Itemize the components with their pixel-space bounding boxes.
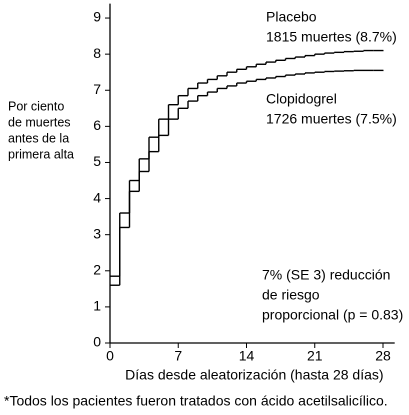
- y-tick-label: 9: [93, 9, 101, 25]
- y-tick-label: 3: [93, 225, 101, 241]
- y-axis-label: primera alta: [8, 147, 74, 161]
- x-tick-label: 21: [307, 348, 323, 364]
- y-tick-label: 0: [93, 334, 101, 350]
- annotation: de riesgo: [262, 287, 320, 303]
- annotation: proporcional (p = 0.83): [262, 307, 403, 323]
- x-tick-label: 14: [239, 348, 255, 364]
- annotation: 7% (SE 3) reducción: [262, 267, 390, 283]
- series-note: 1726 muertes (7.5%): [266, 111, 397, 127]
- series-label: Clopidogrel: [266, 91, 337, 107]
- x-tick-label: 7: [174, 348, 182, 364]
- y-tick-label: 7: [93, 81, 101, 97]
- x-axis-label: Días desde aleatorización (hasta 28 días…: [125, 367, 383, 383]
- series-note: 1815 muertes (8.7%): [266, 29, 397, 45]
- y-tick-label: 8: [93, 45, 101, 61]
- y-axis-label: Por ciento: [8, 99, 64, 113]
- y-tick-label: 6: [93, 117, 101, 133]
- y-axis-label: antes de la: [8, 131, 69, 145]
- y-tick-label: 2: [93, 261, 101, 277]
- y-tick-label: 1: [93, 298, 101, 314]
- series-label: Placebo: [266, 9, 317, 25]
- x-tick-label: 0: [106, 348, 114, 364]
- x-tick-label: 28: [375, 348, 391, 364]
- y-tick-label: 4: [93, 189, 101, 205]
- y-axis-label: de muertes: [8, 115, 71, 129]
- y-tick-label: 5: [93, 153, 101, 169]
- footnote: *Todos los pacientes fueron tratados con…: [4, 393, 388, 409]
